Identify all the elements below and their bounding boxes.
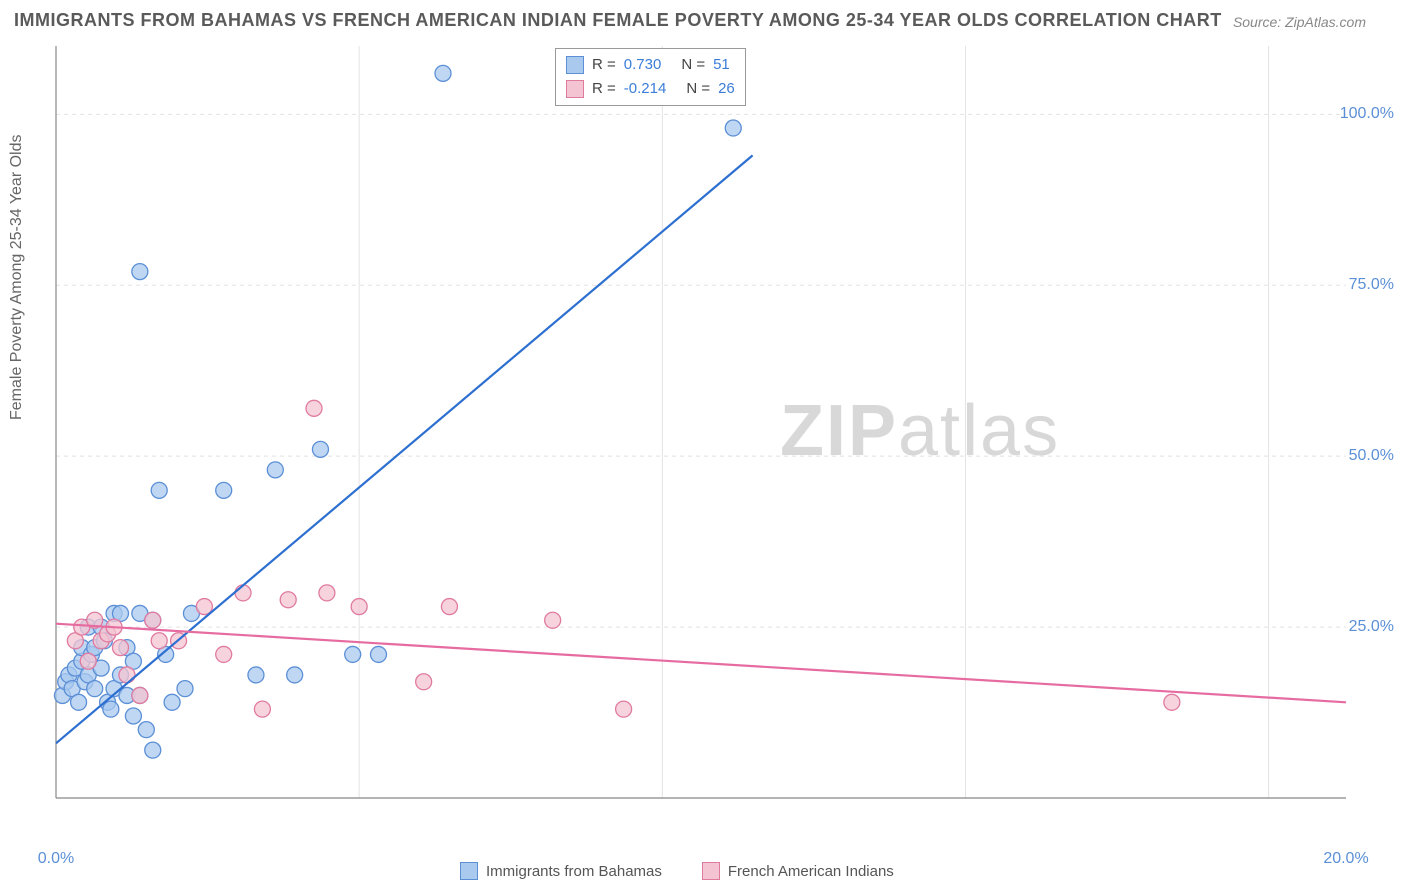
- x-tick-label: 20.0%: [1323, 850, 1368, 868]
- legend-row-1: R = 0.730 N = 51: [566, 53, 735, 77]
- y-tick-label: 100.0%: [1340, 105, 1394, 123]
- correlation-legend: R = 0.730 N = 51 R = -0.214 N = 26: [555, 48, 746, 106]
- n-label: N =: [686, 77, 710, 101]
- scatter-chart: [50, 40, 1360, 830]
- legend-item-1: Immigrants from Bahamas: [460, 862, 662, 880]
- x-tick-label: 0.0%: [38, 850, 74, 868]
- chart-svg: [50, 40, 1360, 830]
- y-tick-label: 25.0%: [1349, 618, 1394, 636]
- swatch-series-1: [566, 56, 584, 74]
- legend-label-2: French American Indians: [728, 863, 894, 880]
- source-label: Source: ZipAtlas.com: [1233, 14, 1366, 30]
- y-axis-label: Female Poverty Among 25-34 Year Olds: [8, 135, 26, 421]
- r-value-1: 0.730: [624, 53, 662, 77]
- series-legend: Immigrants from Bahamas French American …: [460, 862, 894, 880]
- n-value-1: 51: [713, 53, 730, 77]
- swatch-series-1: [460, 862, 478, 880]
- swatch-series-2: [702, 862, 720, 880]
- r-value-2: -0.214: [624, 77, 667, 101]
- swatch-series-2: [566, 80, 584, 98]
- n-value-2: 26: [718, 77, 735, 101]
- y-tick-label: 75.0%: [1349, 276, 1394, 294]
- r-label: R =: [592, 77, 616, 101]
- legend-row-2: R = -0.214 N = 26: [566, 77, 735, 101]
- r-label: R =: [592, 53, 616, 77]
- legend-label-1: Immigrants from Bahamas: [486, 863, 662, 880]
- n-label: N =: [681, 53, 705, 77]
- legend-item-2: French American Indians: [702, 862, 894, 880]
- chart-title: IMMIGRANTS FROM BAHAMAS VS FRENCH AMERIC…: [14, 10, 1222, 31]
- y-tick-label: 50.0%: [1349, 447, 1394, 465]
